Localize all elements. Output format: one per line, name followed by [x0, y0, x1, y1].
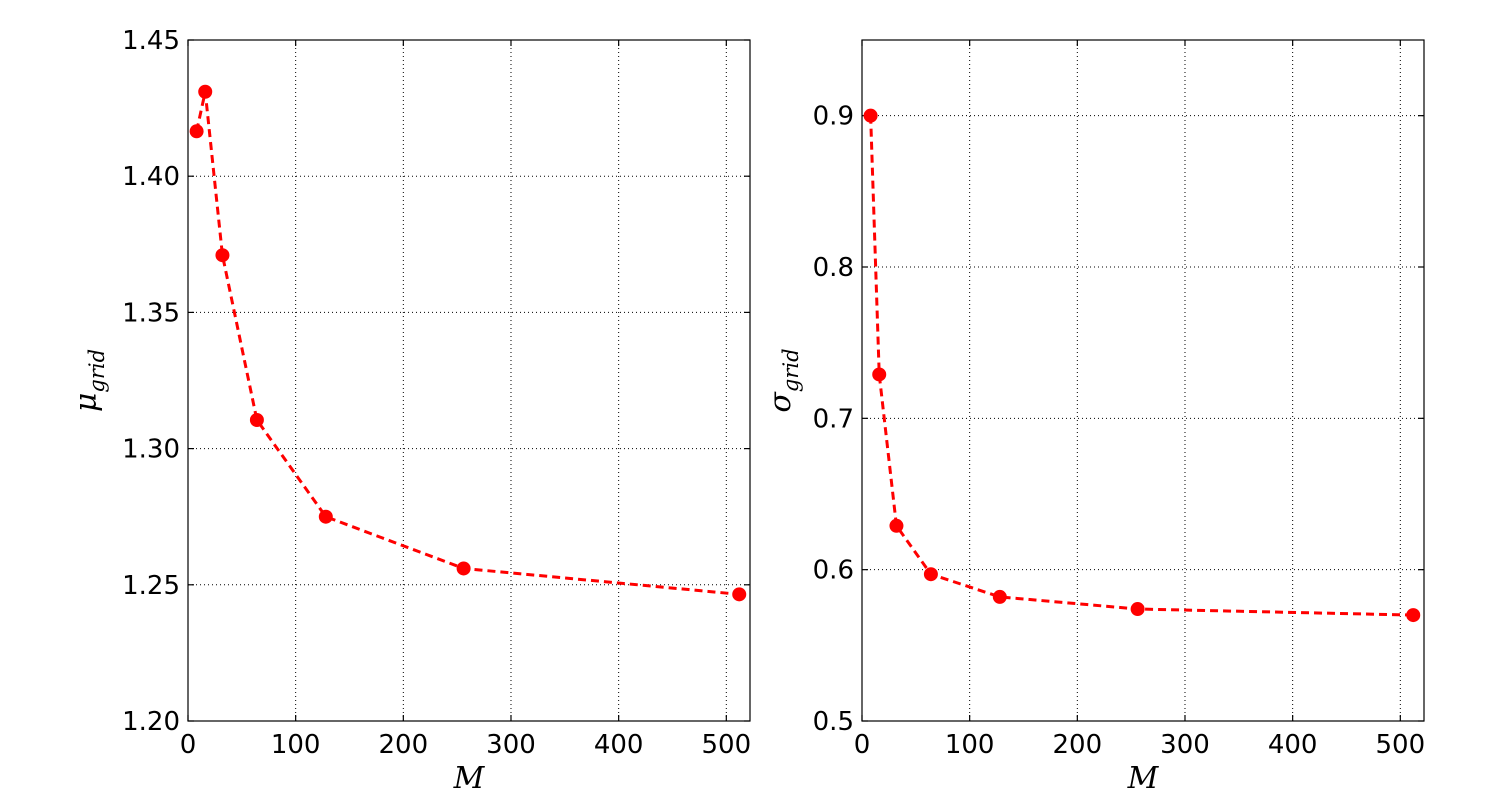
chart-1-x-tick-label-3: 300	[1160, 730, 1210, 760]
chart-1-series-0-line	[869, 115, 1414, 617]
chart-1-y-axis-label: σgrid	[763, 348, 803, 412]
chart-0-series-0-point-1	[198, 84, 213, 99]
chart-1-y-tick-label-1: 0.6	[813, 556, 854, 586]
chart-0-series-0-point-2	[215, 248, 230, 263]
chart-1-plot-frame	[861, 39, 1425, 722]
chart-1-series-0-point-0	[863, 108, 878, 123]
chart-0-y-tick-label-4: 1.40	[122, 162, 180, 192]
chart-0-series-0-point-6	[732, 587, 747, 602]
chart-0-x-tick-label-0: 0	[180, 730, 197, 760]
chart-1-series-0-point-5	[1130, 602, 1145, 617]
chart-0-plot-frame	[187, 39, 751, 722]
chart-0-y-tick-label-3: 1.35	[122, 298, 180, 328]
chart-0-y-axis-label-sub: grid	[85, 349, 109, 393]
chart-1-series-0-point-4	[992, 589, 1007, 604]
chart-0-series-0-line	[195, 91, 740, 596]
chart-1-y-tick-label-4: 0.9	[813, 102, 854, 132]
chart-1-series-0-point-3	[923, 567, 938, 582]
chart-1-y-axis-label-sub: grid	[779, 348, 803, 392]
chart-1-series-0-point-1	[872, 367, 887, 382]
chart-1-y-tick-label-0: 0.5	[813, 707, 854, 737]
chart-0-y-tick-label-0: 1.20	[122, 707, 180, 737]
chart-0-y-axis-label: μgrid	[69, 349, 109, 412]
chart-1-series-0-point-6	[1406, 608, 1421, 623]
chart-0-x-axis-label: M	[453, 761, 486, 796]
chart-0-x-tick-label-1: 100	[271, 730, 321, 760]
chart-1-x-tick-label-4: 400	[1268, 730, 1318, 760]
left-chart-mu-grid: 0 100 200 300 400 500 1.20 1.25 1.30 1.35 1.40 1.45…	[69, 26, 751, 796]
chart-0-y-tick-label-5: 1.45	[122, 26, 180, 56]
chart-1-y-tick-label-2: 0.7	[813, 404, 854, 434]
chart-0-series-0-point-4	[318, 509, 333, 524]
chart-0-y-tick-label-1: 1.25	[122, 571, 180, 601]
chart-1-x-tick-label-1: 100	[945, 730, 995, 760]
chart-0-series-0-point-3	[249, 412, 264, 427]
chart-1-x-axis-label: M	[1127, 761, 1160, 796]
chart-1-x-tick-label-2: 200	[1053, 730, 1103, 760]
chart-0-series-0-point-0	[189, 124, 204, 139]
chart-0-x-tick-label-4: 400	[594, 730, 644, 760]
chart-0-series-0-point-5	[456, 561, 471, 576]
chart-1-series-0-point-2	[889, 518, 904, 533]
chart-0-y-axis-label-main: μ	[69, 393, 104, 413]
chart-1-x-tick-label-0: 0	[854, 730, 871, 760]
chart-1-y-tick-label-3: 0.8	[813, 253, 854, 283]
chart-1-x-tick-label-5: 500	[1375, 730, 1425, 760]
chart-0-x-tick-label-5: 500	[701, 730, 751, 760]
chart-0-x-tick-label-3: 300	[486, 730, 536, 760]
chart-1-y-axis-label-main: σ	[763, 391, 798, 413]
chart-0-y-tick-label-2: 1.30	[122, 435, 180, 465]
chart-0-x-tick-label-2: 200	[379, 730, 429, 760]
